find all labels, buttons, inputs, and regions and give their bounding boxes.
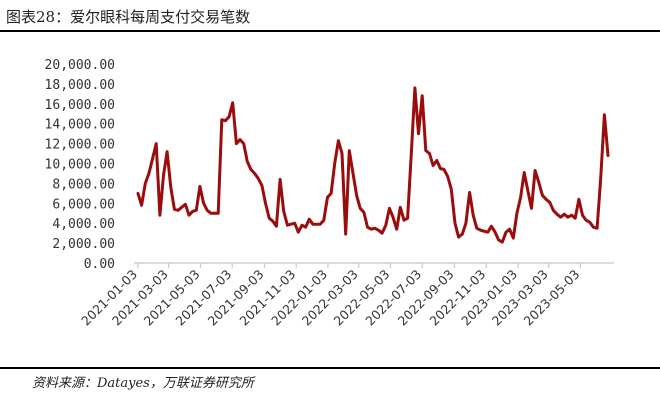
y-tick-label: 4,000.00: [52, 217, 115, 232]
y-tick-label: 8,000.00: [52, 177, 115, 192]
source-note: 资料来源：Datayes，万联证券研究所: [32, 376, 254, 391]
y-tick-label: 12,000.00: [45, 138, 115, 153]
y-tick-label: 20,000.00: [45, 58, 115, 73]
line-chart: 0.00 2,000.00 4,000.00 6,000.00 8,000.00 10,0…: [45, 58, 614, 328]
bottom-rule: [0, 367, 660, 369]
y-tick-label: 16,000.00: [45, 98, 115, 113]
y-tick-label: 6,000.00: [52, 197, 115, 212]
figure-title: 图表28：爱尔眼科每周支付交易笔数: [6, 8, 251, 26]
y-tick-label: 10,000.00: [45, 158, 115, 173]
y-tick-label: 0.00: [84, 257, 115, 272]
top-rule: [0, 30, 660, 32]
series-group: [136, 86, 610, 244]
y-tick-label: 2,000.00: [52, 237, 115, 252]
y-axis: 0.00 2,000.00 4,000.00 6,000.00 8,000.00 10,0…: [45, 58, 115, 272]
y-tick-label: 14,000.00: [45, 118, 115, 133]
series-line: [136, 86, 610, 244]
y-tick-label: 18,000.00: [45, 78, 115, 93]
x-axis: 2021-01-032021-03-032021-05-032021-07-03…: [78, 262, 614, 328]
